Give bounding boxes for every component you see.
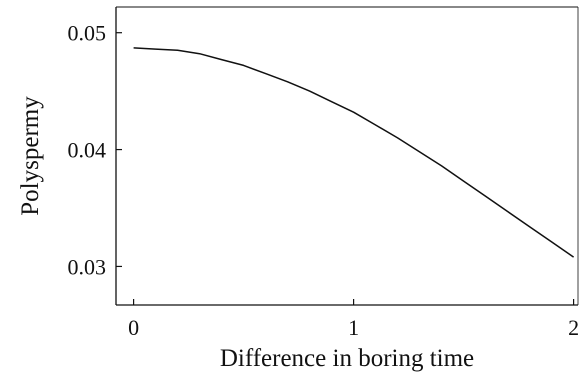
x-tick-label-0: 0: [128, 315, 139, 340]
x-tick-label-2: 2: [568, 315, 579, 340]
series-layer: [133, 47, 575, 258]
plot-frame: [115, 6, 579, 306]
y-tick-label-0: 0.03: [68, 254, 107, 279]
axis-ticks: [116, 32, 575, 305]
y-tick-label-1: 0.04: [68, 138, 107, 163]
x-tick-label-1: 1: [348, 315, 359, 340]
tick-labels: 0 1 2 0.03 0.04 0.05: [68, 21, 580, 340]
x-axis-label: Difference in boring time: [220, 345, 474, 372]
series-line-0: [133, 47, 575, 258]
y-axis-label: Polyspermy: [17, 96, 44, 216]
y-tick-label-2: 0.05: [68, 21, 107, 46]
